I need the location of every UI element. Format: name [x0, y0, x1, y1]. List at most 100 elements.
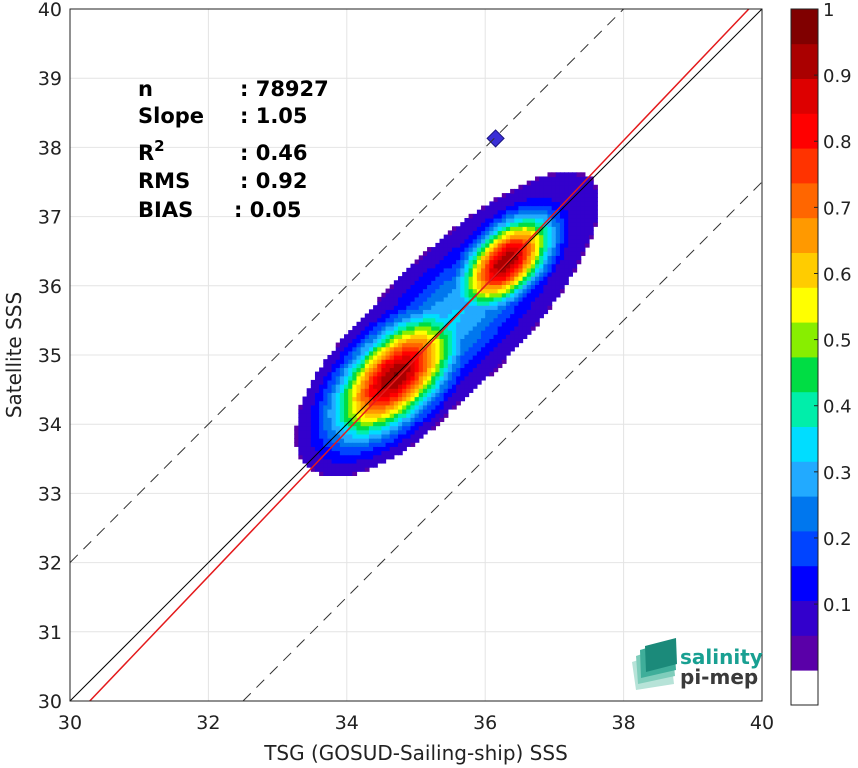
density-cell-1356	[451, 355, 457, 360]
density-cell-592	[377, 367, 382, 373]
density-cell-2386	[564, 267, 569, 273]
density-cell-432	[360, 408, 366, 414]
density-cell-4	[294, 425, 299, 431]
density-cell-58	[310, 446, 316, 452]
density-cell-1392	[456, 384, 461, 389]
density-cell-2172	[535, 259, 540, 265]
density-cell-2068	[522, 247, 528, 252]
density-cell-1605	[476, 367, 482, 373]
density-cell-1697	[485, 325, 490, 331]
density-cell-1881	[501, 238, 507, 244]
density-cell-1508	[464, 251, 470, 256]
density-cell-602	[377, 325, 382, 331]
density-cell-1735	[489, 338, 495, 344]
density-cell-1230	[439, 346, 445, 352]
density-cell-1292	[443, 267, 449, 273]
density-cell-2479	[576, 176, 582, 182]
density-cell-754	[393, 367, 399, 373]
density-cell-55	[310, 458, 316, 464]
density-cell-383	[356, 462, 362, 468]
density-cell-453	[360, 321, 366, 327]
density-cell-2332	[555, 259, 561, 265]
density-cell-1003	[418, 392, 424, 398]
density-cell-1956	[510, 247, 515, 252]
density-cell-2069	[522, 242, 528, 248]
density-cell-2406	[564, 184, 569, 190]
density-cell-228	[335, 404, 341, 410]
density-cell-1457	[460, 288, 466, 294]
density-cell-1276	[443, 334, 449, 339]
density-cell-1873	[501, 271, 507, 277]
identity-line	[69, 8, 763, 702]
density-cell-305	[344, 355, 349, 360]
density-cell-2412	[568, 263, 573, 269]
density-cell-1377	[451, 267, 457, 273]
density-cell-1206	[435, 267, 441, 273]
density-cell-2169	[535, 271, 540, 277]
density-cell-1493	[464, 313, 470, 319]
density-cell-553	[373, 371, 378, 377]
density-cell-261	[339, 400, 345, 406]
density-cell-1543	[468, 280, 474, 286]
density-cell-1945	[510, 292, 515, 298]
density-cell-1870	[501, 284, 507, 290]
density-cell-2076	[522, 213, 528, 219]
density-cell-2323	[551, 172, 557, 178]
density-cell-2118	[526, 188, 532, 194]
density-cell-249	[339, 450, 345, 456]
colorbar-segment-13	[791, 217, 818, 253]
density-cell-2373	[559, 209, 565, 215]
density-cell-1062	[422, 325, 428, 331]
density-cell-738	[393, 433, 399, 439]
density-cell-417	[356, 321, 362, 327]
density-cell-1851	[497, 197, 503, 202]
density-cell-1842	[497, 234, 503, 240]
density-cell-1801	[493, 234, 499, 240]
density-cell-333	[348, 379, 353, 385]
density-cell-1877	[501, 255, 507, 261]
density-cell-938	[410, 305, 416, 310]
density-cell-2166	[535, 284, 540, 290]
density-cell-1628	[476, 271, 482, 277]
density-cell-151	[323, 363, 329, 369]
density-cell-94	[314, 388, 320, 393]
density-cell-1952	[510, 263, 515, 269]
density-cell-2174	[535, 251, 540, 256]
density-cell-1460	[460, 276, 466, 281]
density-cell-1515	[464, 222, 470, 227]
y-tick-label-10: 40	[38, 0, 62, 21]
density-cell-1410	[456, 309, 461, 315]
density-cell-1070	[422, 292, 428, 298]
stat-value-0: : 78927	[240, 77, 329, 101]
density-cell-1688	[485, 363, 490, 369]
density-cell-2417	[568, 242, 573, 248]
density-cell-314	[348, 458, 353, 464]
density-cell-999	[418, 408, 424, 414]
density-cell-792	[398, 384, 403, 389]
density-cell-2364	[559, 247, 565, 252]
density-cell-1584	[472, 284, 478, 290]
density-cell-207	[331, 367, 337, 373]
density-cell-2507	[584, 217, 590, 223]
density-cell-2261	[547, 301, 553, 306]
density-cell-2263	[547, 292, 553, 298]
density-cell-649	[381, 296, 387, 302]
density-cell-1943	[510, 301, 515, 306]
density-cell-347	[352, 467, 358, 472]
density-cell-1910	[505, 280, 511, 286]
density-cell-1647	[481, 363, 486, 369]
density-cell-2071	[522, 234, 528, 240]
density-cell-566	[373, 317, 378, 323]
density-cell-940	[410, 296, 416, 302]
density-cell-2058	[522, 288, 528, 294]
density-cell-534	[373, 450, 378, 456]
density-cell-1709	[485, 276, 490, 281]
density-cell-2358	[559, 271, 565, 277]
density-cell-99	[319, 471, 324, 477]
density-cell-859	[402, 280, 407, 286]
density-cell-977	[414, 321, 420, 327]
density-cell-1593	[472, 247, 478, 252]
density-cell-2334	[555, 251, 561, 256]
density-cell-2435	[572, 267, 578, 273]
